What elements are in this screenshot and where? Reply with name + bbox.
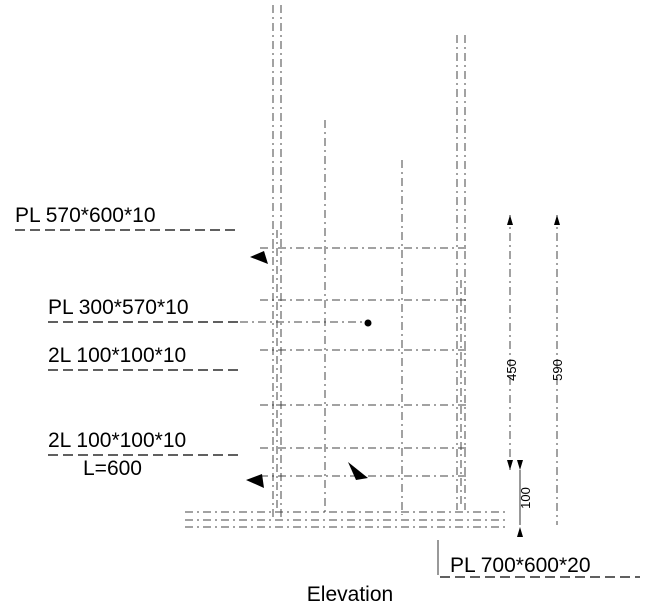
view-title: Elevation [307, 583, 393, 606]
member-lines [185, 5, 505, 528]
label-base-plate: PL 700*600*20 [450, 554, 591, 577]
dimension-label: 450 [504, 359, 519, 381]
dimension-lines [437, 215, 560, 575]
label-plate-top: PL 570*600*10 [15, 204, 156, 227]
label-plate-gusset: PL 300*570*10 [48, 296, 189, 319]
label-angle-upper: 2L 100*100*10 [48, 344, 186, 367]
labels: PL 570*600*10 PL 300*570*10 2L 100*100*1… [15, 204, 640, 606]
label-angle-lower: 2L 100*100*10 [48, 429, 186, 452]
label-angle-length: L=600 [83, 457, 142, 480]
dimension-label: 100 [518, 487, 533, 509]
dimension-label: 590 [550, 359, 565, 381]
